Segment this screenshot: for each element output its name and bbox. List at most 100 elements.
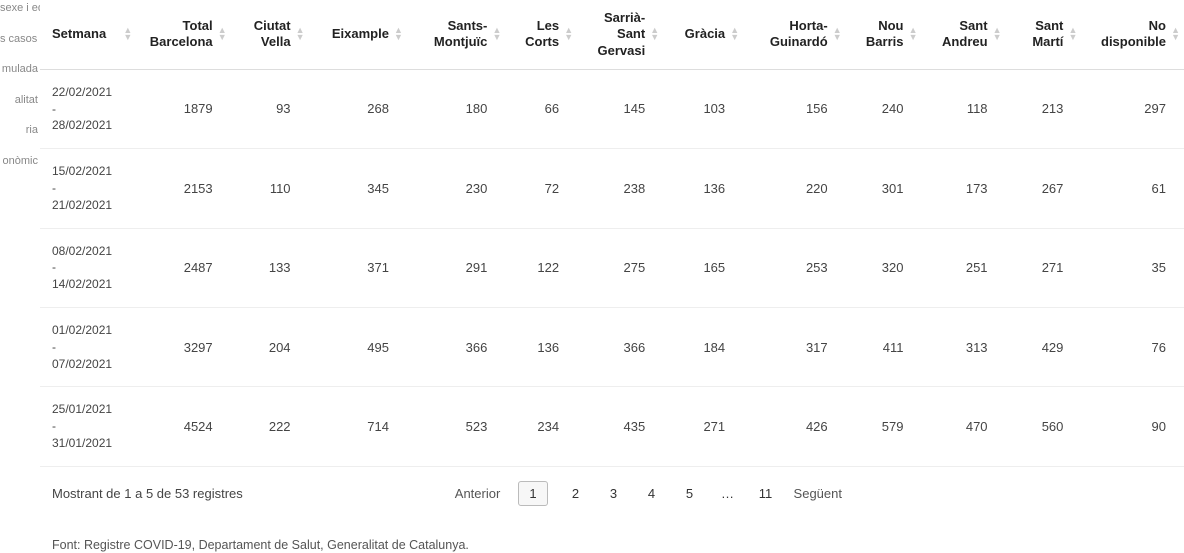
sidebar-text-fragment: mulada [0, 61, 40, 78]
cell-smt: 560 [1006, 387, 1082, 466]
pager-page-1[interactable]: 1 [518, 481, 547, 506]
column-label: Ciutat Vella [254, 18, 291, 49]
sidebar-text-fragment: s casos alSeatsmana [0, 31, 40, 48]
column-header-ssg[interactable]: Sarrià-Sant Gervasi▲▼ [577, 0, 663, 69]
cell-hg: 220 [743, 149, 846, 228]
sort-icon[interactable]: ▲▼ [993, 27, 1002, 41]
sidebar-text-fragment: alitat [0, 92, 40, 109]
pager-page-11[interactable]: 11 [756, 486, 776, 501]
column-label: Sants-Montjuïc [434, 18, 487, 49]
sort-icon[interactable]: ▲▼ [123, 27, 132, 41]
cell-ssg: 435 [577, 387, 663, 466]
cell-nd: 76 [1081, 307, 1184, 386]
sort-icon[interactable]: ▲▼ [909, 27, 918, 41]
cell-nd: 297 [1081, 69, 1184, 148]
cell-hg: 426 [743, 387, 846, 466]
cell-nb: 579 [846, 387, 922, 466]
column-header-smt[interactable]: Sant Martí▲▼ [1006, 0, 1082, 69]
cell-ssg: 366 [577, 307, 663, 386]
cell-total: 1879 [136, 69, 230, 148]
cell-lc: 136 [505, 307, 577, 386]
table-row: 15/02/2021-21/02/20212153110345230722381… [40, 149, 1184, 228]
cell-smt: 271 [1006, 228, 1082, 307]
pager-page-5[interactable]: 5 [680, 486, 700, 501]
table-header-row: Setmana▲▼Total Barcelona▲▼Ciutat Vella▲▼… [40, 0, 1184, 69]
column-label: Sant Andreu [942, 18, 988, 49]
cell-lc: 234 [505, 387, 577, 466]
column-header-sm[interactable]: Sants-Montjuïc ▲▼ [407, 0, 505, 69]
column-header-hg[interactable]: Horta-Guinardó ▲▼ [743, 0, 846, 69]
cell-gr: 271 [663, 387, 743, 466]
cell-total: 3297 [136, 307, 230, 386]
cell-sm: 291 [407, 228, 505, 307]
cell-hg: 253 [743, 228, 846, 307]
cell-nb: 301 [846, 149, 922, 228]
cell-ssg: 145 [577, 69, 663, 148]
cell-lc: 122 [505, 228, 577, 307]
cell-smt: 267 [1006, 149, 1082, 228]
column-label: Horta-Guinardó [770, 18, 828, 49]
cell-setmana: 01/02/2021-07/02/2021 [40, 307, 136, 386]
sort-icon[interactable]: ▲▼ [564, 27, 573, 41]
cell-sm: 230 [407, 149, 505, 228]
sort-icon[interactable]: ▲▼ [833, 27, 842, 41]
cell-setmana: 25/01/2021-31/01/2021 [40, 387, 136, 466]
cell-nd: 90 [1081, 387, 1184, 466]
cell-sa: 470 [922, 387, 1006, 466]
pager-page-2[interactable]: 2 [566, 486, 586, 501]
column-header-sa[interactable]: Sant Andreu ▲▼ [922, 0, 1006, 69]
column-header-gr[interactable]: Gràcia ▲▼ [663, 0, 743, 69]
sort-icon[interactable]: ▲▼ [1068, 27, 1077, 41]
column-header-total[interactable]: Total Barcelona▲▼ [136, 0, 230, 69]
cell-sm: 180 [407, 69, 505, 148]
pager-prev[interactable]: Anterior [455, 486, 501, 501]
cell-eix: 345 [309, 149, 407, 228]
cell-total: 2487 [136, 228, 230, 307]
column-label: Gràcia [685, 26, 725, 41]
cell-cv: 222 [231, 387, 309, 466]
pager-page-3[interactable]: 3 [604, 486, 624, 501]
column-header-setmana[interactable]: Setmana ▲▼ [40, 0, 136, 69]
cell-gr: 184 [663, 307, 743, 386]
cell-sa: 251 [922, 228, 1006, 307]
cell-smt: 429 [1006, 307, 1082, 386]
sort-icon[interactable]: ▲▼ [492, 27, 501, 41]
sort-icon[interactable]: ▲▼ [1171, 27, 1180, 41]
records-info: Mostrant de 1 a 5 de 53 registres [52, 486, 243, 501]
cell-setmana: 08/02/2021-14/02/2021 [40, 228, 136, 307]
pager-ellipsis: … [718, 486, 738, 501]
sort-icon[interactable]: ▲▼ [296, 27, 305, 41]
column-header-eix[interactable]: Eixample▲▼ [309, 0, 407, 69]
sort-icon[interactable]: ▲▼ [650, 27, 659, 41]
sidebar-fragment: sexe i edat dels casos s casos alSeatsman… [0, 0, 40, 183]
sort-icon[interactable]: ▲▼ [730, 27, 739, 41]
cell-ssg: 238 [577, 149, 663, 228]
column-header-nd[interactable]: No disponible ▲▼ [1081, 0, 1184, 69]
cell-cv: 93 [231, 69, 309, 148]
cell-cv: 110 [231, 149, 309, 228]
column-header-cv[interactable]: Ciutat Vella ▲▼ [231, 0, 309, 69]
table-row: 22/02/2021-28/02/20211879932681806614510… [40, 69, 1184, 148]
cell-hg: 156 [743, 69, 846, 148]
cell-nb: 240 [846, 69, 922, 148]
cell-cv: 133 [231, 228, 309, 307]
column-label: Les Corts [525, 18, 559, 49]
cell-sm: 523 [407, 387, 505, 466]
sidebar-text-fragment: sexe i edat dels casos [0, 0, 40, 17]
cell-cv: 204 [231, 307, 309, 386]
sort-icon[interactable]: ▲▼ [218, 27, 227, 41]
pager-page-4[interactable]: 4 [642, 486, 662, 501]
column-label: Setmana [52, 26, 106, 41]
cell-hg: 317 [743, 307, 846, 386]
pager-next[interactable]: Següent [794, 486, 842, 501]
column-header-nb[interactable]: Nou Barris▲▼ [846, 0, 922, 69]
column-label: No disponible [1101, 18, 1166, 49]
cell-nd: 35 [1081, 228, 1184, 307]
cell-gr: 165 [663, 228, 743, 307]
sort-icon[interactable]: ▲▼ [394, 27, 403, 41]
column-header-lc[interactable]: Les Corts ▲▼ [505, 0, 577, 69]
table-body: 22/02/2021-28/02/20211879932681806614510… [40, 69, 1184, 466]
table-row: 01/02/2021-07/02/20213297204495366136366… [40, 307, 1184, 386]
cell-setmana: 22/02/2021-28/02/2021 [40, 69, 136, 148]
cell-nd: 61 [1081, 149, 1184, 228]
